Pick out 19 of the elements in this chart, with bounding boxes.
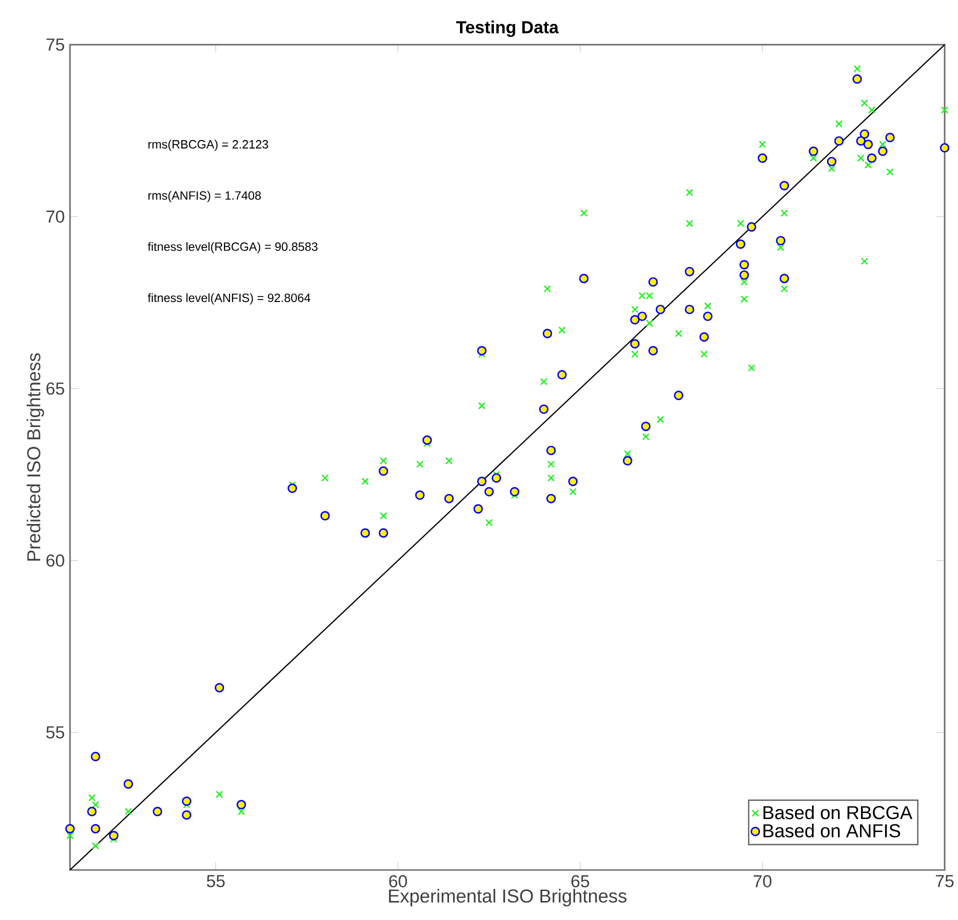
x-tick-label: 70	[754, 875, 772, 888]
y-tick-label: 55	[46, 726, 64, 738]
legend-label: Based on ANFIS	[764, 824, 900, 838]
chart-title: Testing Data	[456, 20, 559, 37]
y-tick-label: 60	[46, 554, 64, 567]
x-tick-label: 65	[571, 875, 590, 888]
annotation: fitness level(ANFIS) = 92.8064	[148, 293, 310, 304]
y-axis-title: Predicted ISO Brightness	[26, 353, 44, 561]
x-axis-title: Experimental ISO Brightness	[389, 888, 626, 906]
x-tick-label: 55	[206, 875, 225, 888]
y-tick-label: 65	[46, 382, 64, 395]
y-tick-label: 70	[46, 210, 64, 223]
y-tick-label: 75	[46, 38, 64, 51]
x-tick-label: 75	[936, 875, 954, 888]
legend-label: Based on RBCGA	[764, 806, 912, 820]
x-tick-label: 60	[389, 875, 407, 888]
annotation: rms(RBCGA) = 2.2123	[148, 140, 268, 151]
annotation: fitness level(RBCGA) = 90.8583	[148, 242, 318, 254]
annotation: rms(ANFIS) = 1.7408	[148, 190, 261, 202]
